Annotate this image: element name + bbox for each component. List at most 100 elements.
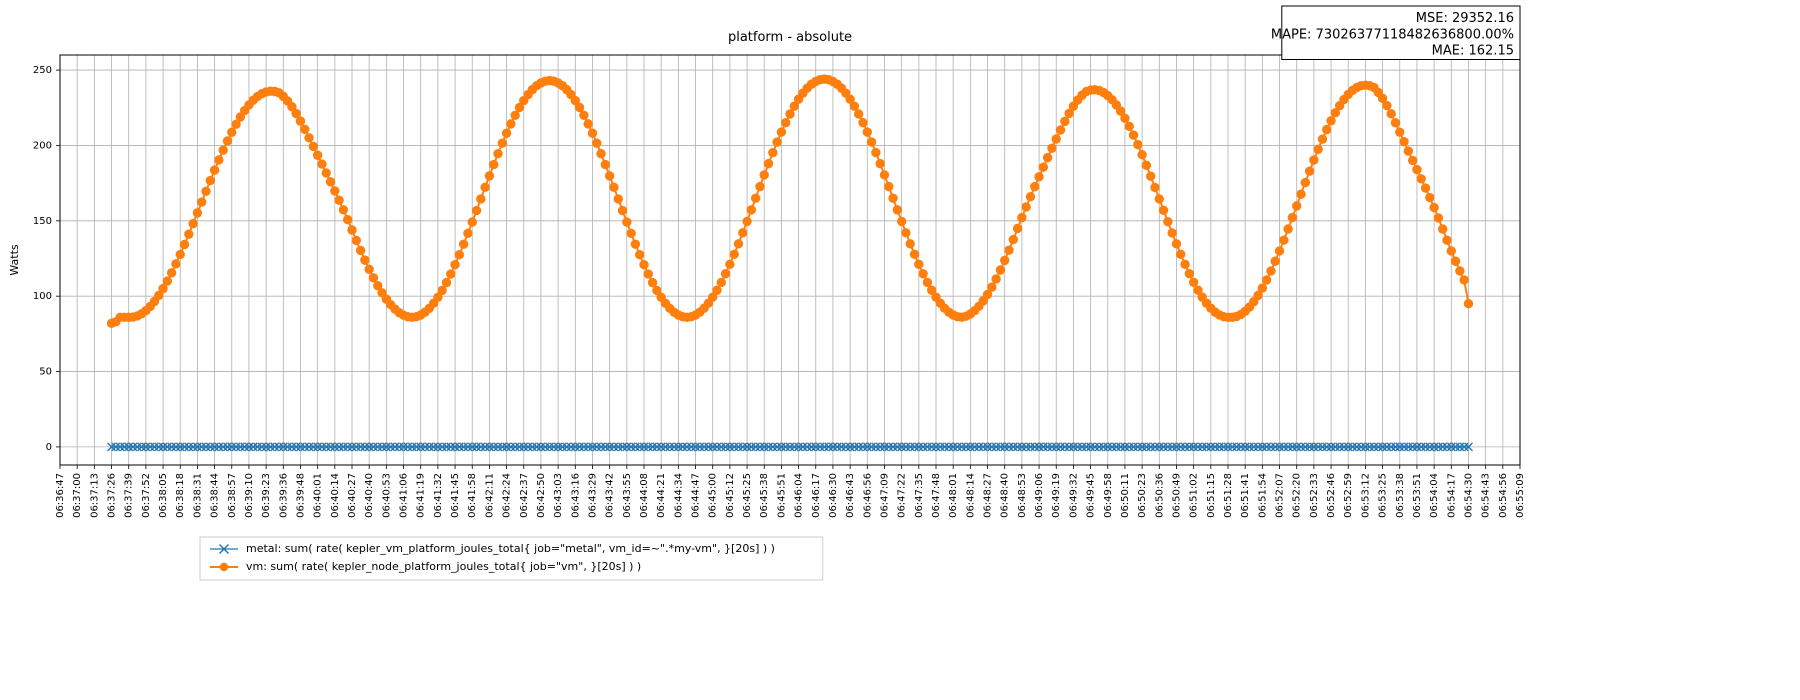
svg-text:06:48:27: 06:48:27 [983,473,994,518]
svg-text:06:45:51: 06:45:51 [776,473,787,518]
svg-text:06:52:33: 06:52:33 [1309,473,1320,518]
svg-text:06:39:10: 06:39:10 [244,473,255,518]
svg-text:06:52:59: 06:52:59 [1343,473,1354,518]
metrics-line: MSE: 29352.16 [1416,11,1514,26]
svg-text:06:50:11: 06:50:11 [1120,473,1131,518]
svg-text:06:50:49: 06:50:49 [1171,473,1182,518]
chart-svg: 05010015020025006:36:4706:37:0006:37:130… [0,0,1800,700]
svg-text:06:37:26: 06:37:26 [107,473,118,518]
svg-text:200: 200 [33,140,52,151]
svg-text:06:39:23: 06:39:23 [261,473,272,518]
svg-text:06:46:04: 06:46:04 [794,473,805,518]
svg-text:06:48:53: 06:48:53 [1017,473,1028,518]
svg-text:06:48:01: 06:48:01 [948,473,959,518]
svg-text:06:55:09: 06:55:09 [1515,473,1526,518]
svg-text:06:36:47: 06:36:47 [55,473,66,518]
svg-text:06:49:19: 06:49:19 [1051,473,1062,518]
svg-text:06:45:00: 06:45:00 [708,473,719,518]
svg-text:06:39:48: 06:39:48 [295,473,306,518]
metrics-line: MAE: 162.15 [1432,44,1514,59]
svg-text:06:53:25: 06:53:25 [1378,473,1389,518]
svg-text:06:41:06: 06:41:06 [399,473,410,518]
svg-text:06:41:32: 06:41:32 [433,473,444,518]
svg-text:06:47:48: 06:47:48 [931,473,942,518]
svg-text:06:42:11: 06:42:11 [484,473,495,518]
svg-text:06:46:43: 06:46:43 [845,473,856,518]
svg-text:06:47:22: 06:47:22 [897,473,908,518]
svg-text:06:49:06: 06:49:06 [1034,473,1045,518]
legend-label: metal: sum( rate( kepler_vm_platform_jou… [246,542,775,555]
svg-text:06:51:15: 06:51:15 [1206,473,1217,518]
svg-text:06:50:23: 06:50:23 [1137,473,1148,518]
y-axis-label: Watts [8,244,21,276]
svg-text:06:53:38: 06:53:38 [1395,473,1406,518]
svg-text:06:46:56: 06:46:56 [862,473,873,518]
metrics-line: MAPE: 73026377118482636800.00% [1271,27,1514,42]
svg-text:06:54:17: 06:54:17 [1446,473,1457,518]
svg-text:06:37:13: 06:37:13 [89,473,100,518]
svg-text:06:51:41: 06:51:41 [1240,473,1251,518]
svg-text:06:49:58: 06:49:58 [1103,473,1114,518]
svg-text:06:43:55: 06:43:55 [622,473,633,518]
svg-text:06:47:35: 06:47:35 [914,473,925,518]
svg-text:06:53:12: 06:53:12 [1360,473,1371,518]
svg-text:06:42:24: 06:42:24 [502,473,513,518]
svg-text:06:43:29: 06:43:29 [587,473,598,518]
svg-text:06:49:32: 06:49:32 [1068,473,1079,518]
svg-text:06:44:47: 06:44:47 [691,473,702,518]
svg-text:06:50:36: 06:50:36 [1154,473,1165,518]
svg-text:06:41:19: 06:41:19 [416,473,427,518]
chart-title: platform - absolute [728,30,852,45]
svg-text:06:49:45: 06:49:45 [1086,473,1097,518]
svg-text:06:37:39: 06:37:39 [124,473,135,518]
svg-text:06:51:02: 06:51:02 [1189,473,1200,518]
svg-text:100: 100 [33,291,52,302]
svg-text:06:43:42: 06:43:42 [605,473,616,518]
svg-text:06:54:56: 06:54:56 [1498,473,1509,518]
svg-text:06:54:04: 06:54:04 [1429,473,1440,518]
svg-text:06:53:51: 06:53:51 [1412,473,1423,518]
svg-text:06:40:40: 06:40:40 [364,473,375,518]
svg-text:06:42:50: 06:42:50 [536,473,547,518]
svg-text:250: 250 [33,65,52,76]
svg-text:06:37:00: 06:37:00 [72,473,83,518]
svg-text:06:43:03: 06:43:03 [553,473,564,518]
svg-text:06:37:52: 06:37:52 [141,473,152,518]
svg-text:06:38:44: 06:38:44 [210,473,221,518]
svg-text:06:39:36: 06:39:36 [278,473,289,518]
svg-text:06:48:40: 06:48:40 [1000,473,1011,518]
svg-text:06:43:16: 06:43:16 [570,473,581,518]
svg-text:06:41:45: 06:41:45 [450,473,461,518]
svg-text:06:44:34: 06:44:34 [673,473,684,518]
legend-label: vm: sum( rate( kepler_node_platform_joul… [246,560,641,573]
svg-text:06:41:58: 06:41:58 [467,473,478,518]
svg-text:06:54:43: 06:54:43 [1481,473,1492,518]
svg-text:50: 50 [39,367,52,378]
svg-text:06:40:53: 06:40:53 [381,473,392,518]
svg-text:06:52:46: 06:52:46 [1326,473,1337,518]
svg-text:06:38:31: 06:38:31 [192,473,203,518]
svg-text:06:45:12: 06:45:12 [725,473,736,518]
chart-root: 05010015020025006:36:4706:37:0006:37:130… [0,0,1800,700]
svg-text:06:51:54: 06:51:54 [1257,473,1268,518]
svg-text:06:54:30: 06:54:30 [1463,473,1474,518]
svg-text:06:46:30: 06:46:30 [828,473,839,518]
svg-text:06:40:27: 06:40:27 [347,473,358,518]
svg-text:06:47:09: 06:47:09 [879,473,890,518]
svg-text:06:42:37: 06:42:37 [519,473,530,518]
svg-text:0: 0 [46,442,52,453]
svg-text:06:40:14: 06:40:14 [330,473,341,518]
svg-text:06:52:07: 06:52:07 [1275,473,1286,518]
svg-text:06:45:25: 06:45:25 [742,473,753,518]
svg-text:06:40:01: 06:40:01 [313,473,324,518]
svg-text:06:44:08: 06:44:08 [639,473,650,518]
svg-text:06:48:14: 06:48:14 [965,473,976,518]
svg-text:06:46:17: 06:46:17 [811,473,822,518]
svg-text:06:38:57: 06:38:57 [227,473,238,518]
svg-text:06:51:28: 06:51:28 [1223,473,1234,518]
svg-text:06:52:20: 06:52:20 [1292,473,1303,518]
svg-text:06:44:21: 06:44:21 [656,473,667,518]
svg-text:06:38:05: 06:38:05 [158,473,169,518]
svg-text:06:45:38: 06:45:38 [759,473,770,518]
svg-text:06:38:18: 06:38:18 [175,473,186,518]
